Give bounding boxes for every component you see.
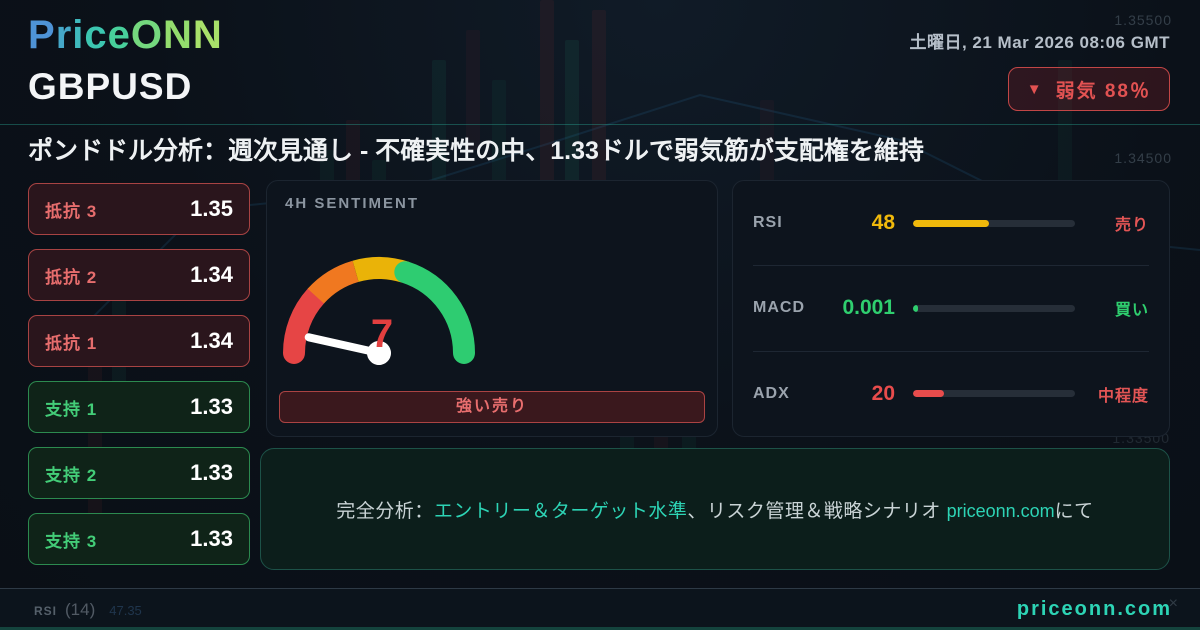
- badge-text: 弱気 88％: [1055, 80, 1151, 102]
- sentiment-gauge-icon: [282, 257, 475, 365]
- indicator-name: ADX: [753, 384, 790, 402]
- level-value: 1.33: [190, 394, 233, 419]
- footer-watermark-link[interactable]: priceonn.com: [1016, 598, 1172, 620]
- cta-prefix: 完全分析：: [336, 500, 434, 522]
- level-value: 1.35: [190, 196, 233, 221]
- support-1-tile: 支持 1 1.33: [28, 381, 250, 433]
- resistance-1-tile: 抵抗 1 1.34: [28, 315, 250, 367]
- sentiment-score: 7: [370, 312, 394, 356]
- level-value: 1.34: [190, 262, 233, 287]
- indicator-progress-bar: [913, 304, 1075, 312]
- level-label: 抵抗 2: [45, 267, 98, 287]
- footer-accent-line: [0, 627, 1200, 630]
- level-label: 支持 3: [45, 531, 98, 551]
- level-label: 抵抗 3: [45, 201, 98, 221]
- indicators-panel: RSI 48 売り MACD 0.001 買い ADX 20 中程度: [732, 180, 1170, 437]
- indicator-status: 中程度: [1097, 387, 1149, 405]
- down-triangle-icon: ▼: [1026, 80, 1044, 98]
- background-candle: [466, 30, 480, 150]
- level-value: 1.33: [190, 460, 233, 485]
- bearish-sentiment-badge: ▼ 弱気 88％: [1007, 67, 1170, 111]
- ghost-rsi-param: (14): [65, 600, 96, 619]
- indicator-name: RSI: [753, 214, 783, 232]
- levels-column: 抵抗 3 1.35 抵抗 2 1.34 抵抗 1 1.34 支持 1 1.33 …: [28, 183, 250, 579]
- analysis-headline: ポンドドル分析：週次見通し - 不確実性の中、1.33ドルで弱気筋が支配権を維持: [28, 137, 924, 165]
- brand-logo: PriceONN: [28, 13, 223, 57]
- support-3-tile: 支持 3 1.33: [28, 513, 250, 565]
- ghost-price-label: 1.34500: [1114, 150, 1172, 166]
- background-candle: [592, 10, 606, 230]
- resistance-2-tile: 抵抗 2 1.34: [28, 249, 250, 301]
- level-label: 抵抗 1: [45, 333, 98, 353]
- indicator-status: 買い: [1114, 302, 1149, 320]
- indicator-progress-bar: [913, 390, 1075, 398]
- level-label: 支持 1: [45, 399, 98, 419]
- support-2-tile: 支持 2 1.33: [28, 447, 250, 499]
- cta-suffix: にて: [1054, 500, 1094, 522]
- resistance-3-tile: 抵抗 3 1.35: [28, 183, 250, 235]
- header-divider: [0, 124, 1200, 125]
- cta-highlight: エントリー＆ターゲット水準: [433, 500, 688, 522]
- datetime-label: 土曜日, 21 Mar 2026 08:06 GMT: [909, 33, 1170, 52]
- sentiment-panel-title: 4H SENTIMENT: [285, 195, 420, 212]
- sell-signal-button[interactable]: 強い売り: [279, 391, 705, 423]
- ghost-rsi-value: 47.35: [109, 603, 142, 618]
- indicator-row-macd: MACD 0.001 買い: [753, 265, 1149, 350]
- indicator-name: MACD: [753, 299, 805, 317]
- ghost-close-icon: ×: [1168, 595, 1178, 612]
- indicator-row-rsi: RSI 48 売り: [753, 181, 1149, 265]
- level-value: 1.34: [190, 328, 233, 353]
- indicator-status: 売り: [1114, 217, 1149, 235]
- indicator-progress-fill: [913, 390, 944, 398]
- indicator-row-adx: ADX 20 中程度: [753, 350, 1149, 436]
- cta-site-link[interactable]: priceonn.com: [946, 500, 1055, 521]
- level-label: 支持 2: [45, 465, 98, 485]
- gauge-needle-icon: [304, 333, 391, 365]
- background-candle: [760, 100, 774, 200]
- indicator-value: 20: [871, 381, 895, 405]
- sentiment-panel: 4H SENTIMENT 7 強い売り: [266, 180, 718, 437]
- pair-title: GBPUSD: [28, 66, 193, 107]
- indicator-progress-fill: [913, 304, 918, 312]
- indicator-value: 48: [871, 211, 895, 235]
- cta-panel: 完全分析：エントリー＆ターゲット水準、リスク管理＆戦略シナリオ priceonn…: [260, 448, 1170, 570]
- ghost-rsi-label: RSI: [34, 604, 58, 618]
- footer-bar: RSI (14) 47.35 × priceonn.com: [0, 588, 1200, 630]
- cta-middle: 、リスク管理＆戦略シナリオ: [687, 500, 947, 522]
- cta-text: 完全分析：エントリー＆ターゲット水準、リスク管理＆戦略シナリオ priceonn…: [336, 496, 1093, 523]
- level-value: 1.33: [190, 526, 233, 551]
- footer-ghost-indicator: RSI (14) 47.35: [34, 600, 142, 620]
- ghost-price-label: 1.35500: [1114, 12, 1172, 28]
- indicator-progress-fill: [913, 219, 990, 227]
- indicator-progress-bar: [913, 219, 1075, 227]
- indicator-value: 0.001: [842, 296, 895, 320]
